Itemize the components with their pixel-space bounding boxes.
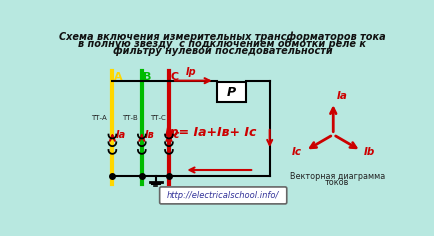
FancyBboxPatch shape <box>217 82 247 102</box>
Text: Ic: Ic <box>171 130 181 140</box>
Text: ТТ-А: ТТ-А <box>91 115 107 121</box>
Text: Iв: Iв <box>145 130 155 140</box>
Text: B: B <box>143 72 152 82</box>
Text: Ia: Ia <box>115 130 126 140</box>
FancyBboxPatch shape <box>160 187 287 204</box>
Text: Схема включения измерительных трансформаторов тока: Схема включения измерительных трансформа… <box>59 31 386 42</box>
Text: ТТ-В: ТТ-В <box>122 115 138 121</box>
Text: Векторная диаграмма: Векторная диаграмма <box>289 172 385 181</box>
Text: фильтру нулевой последовательности: фильтру нулевой последовательности <box>112 45 332 56</box>
Text: Ip= Ia+Iв+ Ic: Ip= Ia+Iв+ Ic <box>165 126 256 139</box>
Text: C: C <box>171 72 179 82</box>
Text: в полную звезду  с подключением обмотки реле к: в полную звезду с подключением обмотки р… <box>79 38 366 49</box>
Text: токов: токов <box>325 178 349 187</box>
Text: ТТ-С: ТТ-С <box>150 115 166 121</box>
Text: Ic: Ic <box>292 147 302 156</box>
Text: Ip: Ip <box>186 67 197 77</box>
Text: A: A <box>114 72 122 82</box>
Text: P: P <box>227 86 236 99</box>
Text: Ib: Ib <box>364 147 375 156</box>
Text: Ia: Ia <box>337 91 348 101</box>
Text: http://electricalschool.info/: http://electricalschool.info/ <box>167 191 279 200</box>
